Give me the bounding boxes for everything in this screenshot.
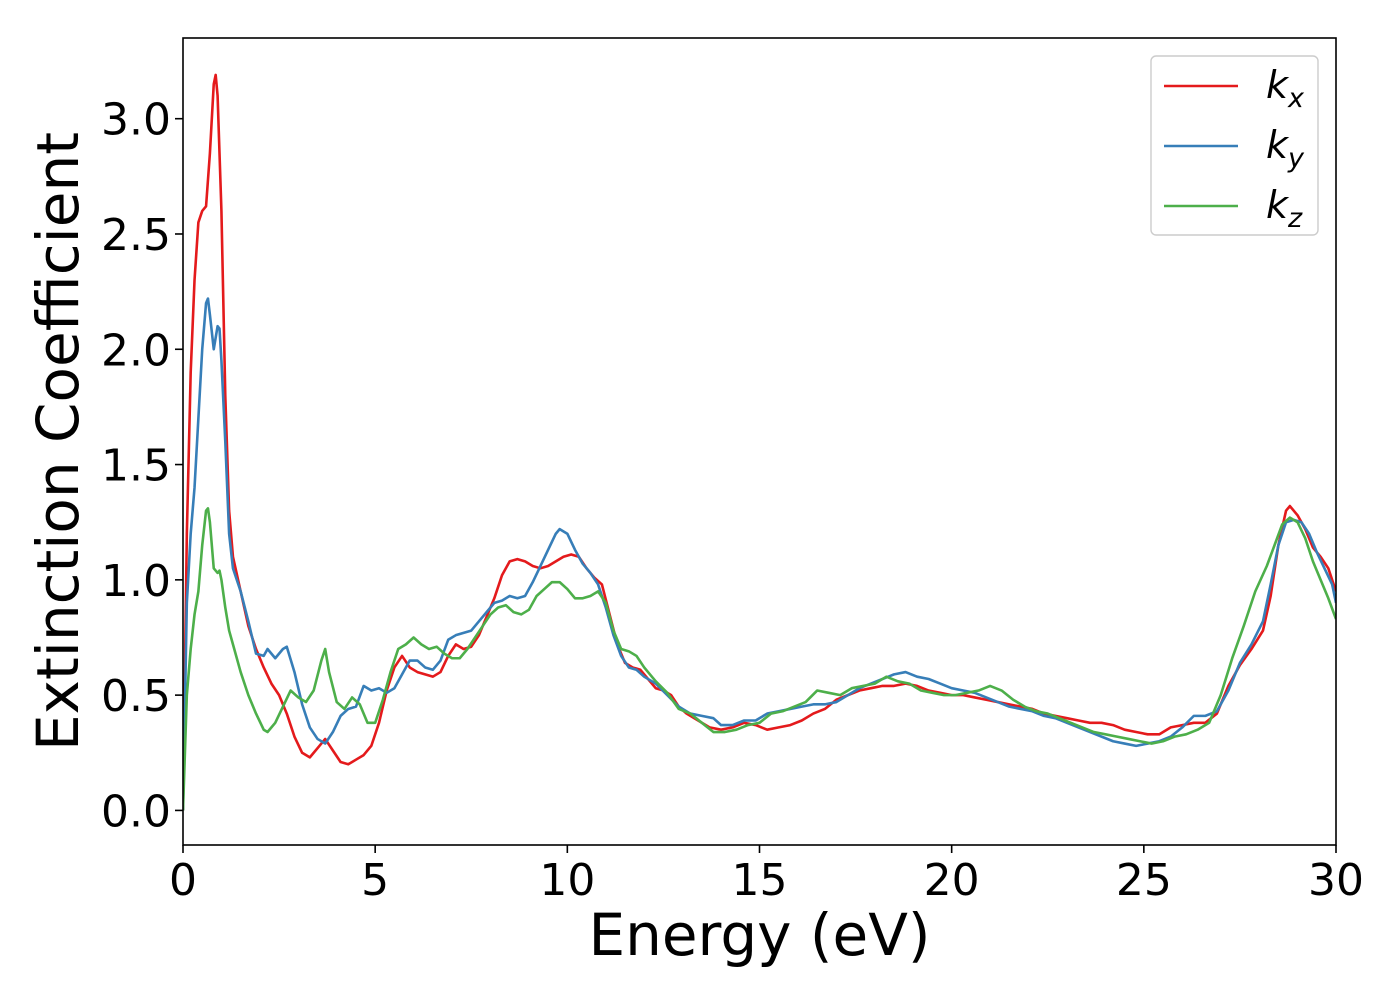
y-tick-label: 2.0 <box>101 325 171 376</box>
y-axis-ticks: 0.0 0.5 1.0 1.5 2.0 2.5 3.0 <box>101 95 183 837</box>
y-tick-label: 2.5 <box>101 210 171 261</box>
y-tick-label: 0.5 <box>101 671 171 722</box>
x-tick-label: 10 <box>539 855 595 906</box>
x-tick-label: 0 <box>169 855 197 906</box>
y-tick-label: 1.5 <box>101 441 171 492</box>
y-tick-label: 1.0 <box>101 556 171 607</box>
x-tick-label: 25 <box>1116 855 1172 906</box>
x-axis-title: Energy (eV) <box>588 901 930 969</box>
legend-label-kz: kz <box>1266 183 1303 234</box>
y-tick-label: 3.0 <box>101 95 171 146</box>
y-axis-title: Extinction Coefficient <box>24 132 92 751</box>
y-tick-label: 0.0 <box>101 786 171 837</box>
series-line-ky <box>183 297 1336 811</box>
x-axis-ticks: 0 5 10 15 20 25 30 <box>169 845 1364 906</box>
x-tick-label: 5 <box>361 855 389 906</box>
x-tick-label: 20 <box>924 855 980 906</box>
series-line-kz <box>183 507 1336 811</box>
x-tick-label: 15 <box>732 855 788 906</box>
plot-lines <box>183 73 1336 811</box>
x-tick-label: 30 <box>1308 855 1364 906</box>
series-line-kx <box>183 73 1336 811</box>
